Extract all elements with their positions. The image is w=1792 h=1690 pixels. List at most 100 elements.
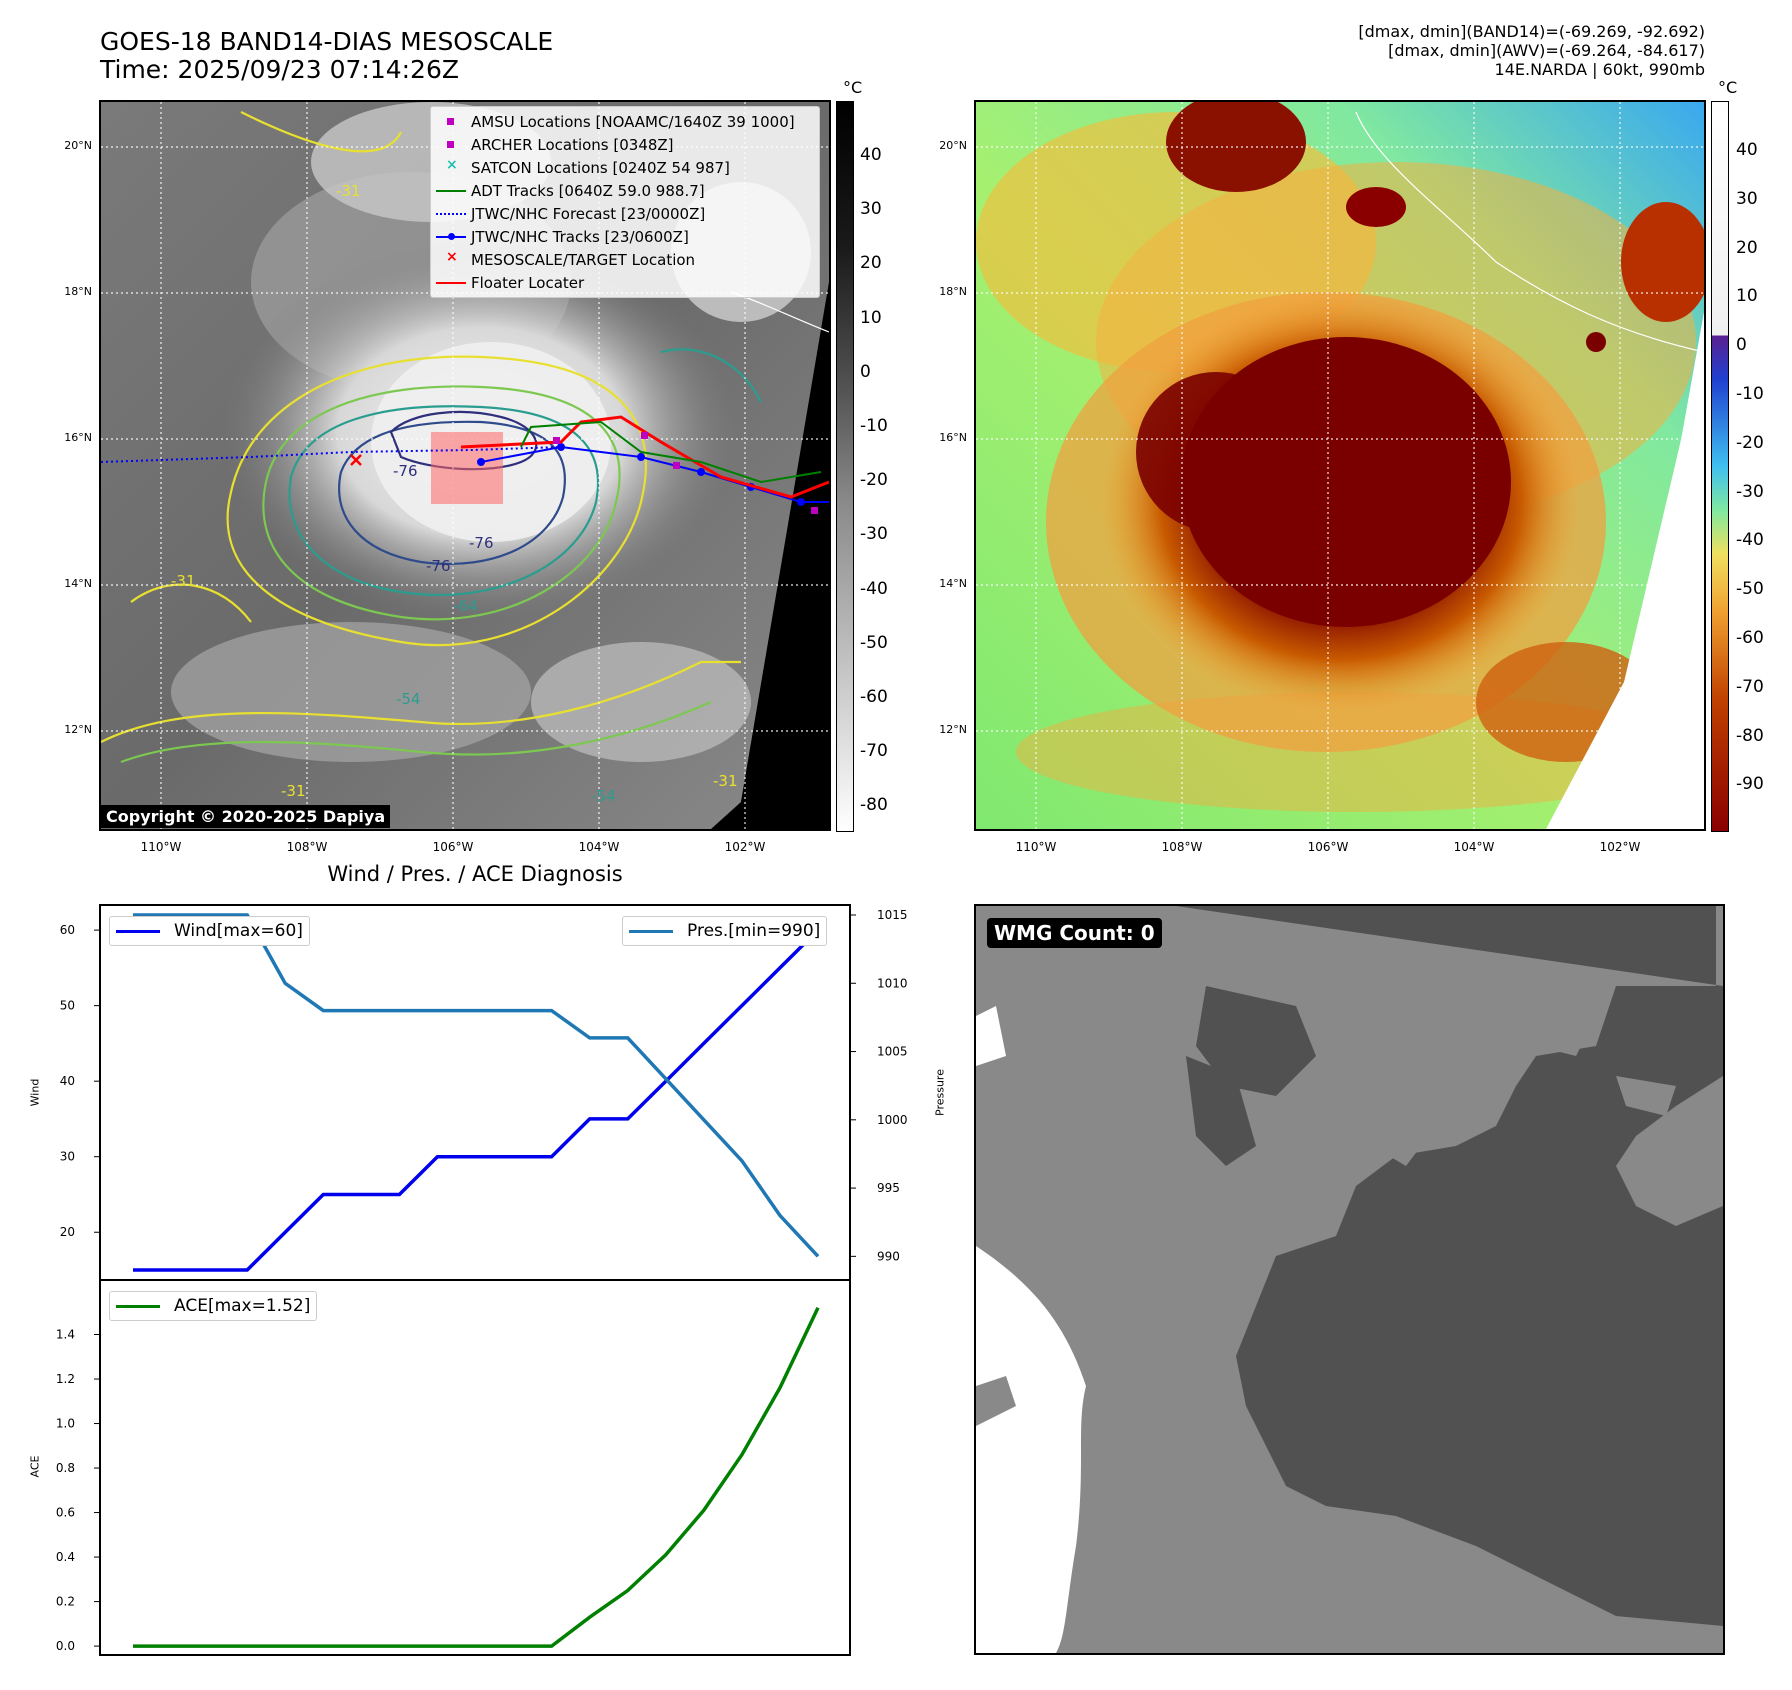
contour-label: -76 <box>469 534 494 552</box>
line-icon <box>431 179 471 202</box>
legend-item-satcon: × SATCON Locations [0240Z 54 987] <box>431 156 819 179</box>
awv-colorbar <box>1711 101 1729 832</box>
pressure-legend: Pres.[min=990] <box>622 916 828 946</box>
ace-tick-label: 0.0 <box>56 1639 75 1653</box>
wind-axis: 60 50 40 30 20 <box>60 923 100 1239</box>
ace-axis-label: ACE <box>28 1455 42 1478</box>
legend-item-archer: ARCHER Locations [0348Z] <box>431 133 819 156</box>
ace-axis: 1.4 1.2 1.0 0.8 0.6 0.4 0.2 0.0 <box>56 1328 100 1653</box>
stats-block: [dmax, dmin](BAND14)=(-69.269, -92.692) … <box>1358 22 1705 79</box>
ace-frame <box>99 1279 851 1656</box>
pressure-series-line <box>133 913 820 1258</box>
legend-item-forecast: JTWC/NHC Forecast [23/0000Z] <box>431 202 819 225</box>
ace-legend: ACE[max=1.52] <box>109 1291 318 1321</box>
square-marker-icon <box>431 110 471 133</box>
figure-title: GOES-18 BAND14-DIAS MESOSCALE Time: 2025… <box>100 28 553 84</box>
lon-label: 108°W <box>286 840 328 854</box>
pressure-tick-label: 1005 <box>877 1045 908 1059</box>
lat-label: 20°N <box>939 139 967 152</box>
ir-colorbar-tick: 10 <box>860 307 882 328</box>
pressure-axis-label: Pressure <box>933 1069 947 1116</box>
pressure-tick-label: 990 <box>877 1249 900 1263</box>
wind-tick-label: 50 <box>60 999 75 1013</box>
map-legend: AMSU Locations [NOAAMC/1640Z 39 1000] AR… <box>430 106 820 298</box>
awv-colorbar-tick: -40 <box>1736 530 1764 551</box>
ace-tick-label: 0.4 <box>56 1550 75 1564</box>
wind-legend: Wind[max=60] <box>109 916 310 946</box>
awv-colorbar-tick: -30 <box>1736 481 1764 502</box>
pressure-axis: 1015 1010 1005 1000 995 990 <box>850 908 908 1263</box>
ir-colorbar-tick: -70 <box>860 741 888 762</box>
lat-label: 16°N <box>939 431 967 444</box>
diagnosis-title: Wind / Pres. / ACE Diagnosis <box>327 862 623 886</box>
lat-label: 16°N <box>64 431 92 444</box>
legend-item-amsu: AMSU Locations [NOAAMC/1640Z 39 1000] <box>431 110 819 133</box>
ir-colorbar-tick: 40 <box>860 145 882 165</box>
awv-colorbar-tick: -70 <box>1736 676 1764 697</box>
lon-label: 108°W <box>1161 840 1203 854</box>
lon-label: 110°W <box>140 840 182 854</box>
wmg-image <box>976 906 1723 1653</box>
wind-legend-swatch <box>116 929 160 933</box>
wmg-count-badge: WMG Count: 0 <box>987 918 1162 948</box>
ir-colorbar-unit: °C <box>843 78 863 97</box>
copyright-badge: Copyright © 2020-2025 Dapiya <box>101 805 391 828</box>
awv-colorbar-tick: 40 <box>1736 140 1758 160</box>
contour-label: -31 <box>171 572 196 590</box>
wind-pressure-frame <box>99 904 851 1281</box>
pressure-legend-swatch <box>629 929 673 933</box>
lon-label: 104°W <box>578 840 620 854</box>
wind-tick-label: 60 <box>60 923 75 937</box>
ir-colorbar-tick: 20 <box>860 253 882 274</box>
stats-line-2: [dmax, dmin](AWV)=(-69.264, -84.617) <box>1388 41 1705 60</box>
ir-colorbar-tick: -40 <box>860 578 888 599</box>
lat-label: 12°N <box>939 723 967 736</box>
lat-label: 14°N <box>64 577 92 590</box>
diagnosis-chart: 60 50 40 30 20 1015 1010 1005 1000 995 990 1.4 1.2… <box>56 904 908 1656</box>
ir-colorbar-tick: -50 <box>860 632 888 653</box>
wind-tick-label: 40 <box>60 1074 75 1088</box>
contour-label: -31 <box>713 772 738 790</box>
legend-item-target: × MESOSCALE/TARGET Location <box>431 248 819 271</box>
awv-colorbar-tick: 0 <box>1736 335 1747 356</box>
lat-label: 14°N <box>939 577 967 590</box>
stats-line-1: [dmax, dmin](BAND14)=(-69.269, -92.692) <box>1358 22 1705 41</box>
ace-tick-label: 0.8 <box>56 1461 75 1475</box>
awv-map-image <box>976 102 1704 829</box>
legend-item-tracks: JTWC/NHC Tracks [23/0600Z] <box>431 225 819 248</box>
ace-tick-label: 1.2 <box>56 1372 75 1386</box>
title-line-1: GOES-18 BAND14-DIAS MESOSCALE <box>100 27 554 56</box>
contour-label: -54 <box>591 787 616 805</box>
awv-colorbar-tick: 10 <box>1736 286 1758 307</box>
ir-colorbar-tick: -30 <box>860 524 888 545</box>
stats-line-3: 14E.NARDA | 60kt, 990mb <box>1494 60 1705 79</box>
lon-label: 106°W <box>1307 840 1349 854</box>
ir-colorbar-tick: 30 <box>860 199 882 220</box>
ir-colorbar-tick: -80 <box>860 795 888 816</box>
pressure-tick-label: 1015 <box>877 908 908 922</box>
ir-colorbar-tick: -60 <box>860 687 888 707</box>
awv-colorbar-tick: -90 <box>1736 774 1764 795</box>
contour-label: -76 <box>393 462 418 480</box>
lat-label: 18°N <box>939 285 967 298</box>
legend-item-floater: Floater Locater <box>431 271 819 294</box>
title-line-2: Time: 2025/09/23 07:14:26Z <box>100 55 459 84</box>
ir-colorbar <box>836 101 854 832</box>
awv-map-panel <box>974 100 1706 831</box>
contour-label: -76 <box>426 557 451 575</box>
lon-label: 110°W <box>1015 840 1057 854</box>
ace-legend-swatch <box>116 1304 160 1308</box>
awv-colorbar-tick: -20 <box>1736 432 1764 453</box>
lat-label: 12°N <box>64 723 92 736</box>
awv-colorbar-tick: -10 <box>1736 384 1764 404</box>
awv-colorbar-tick: -80 <box>1736 725 1764 746</box>
ace-series-line <box>133 1307 820 1648</box>
lat-label: 20°N <box>64 139 92 152</box>
ace-tick-label: 1.4 <box>56 1328 75 1342</box>
line-icon <box>431 271 471 294</box>
lon-label: 102°W <box>1599 840 1641 854</box>
lon-label: 106°W <box>432 840 474 854</box>
pressure-tick-label: 1010 <box>877 976 908 990</box>
contour-label: -31 <box>336 182 361 200</box>
ace-tick-label: 1.0 <box>56 1417 75 1431</box>
